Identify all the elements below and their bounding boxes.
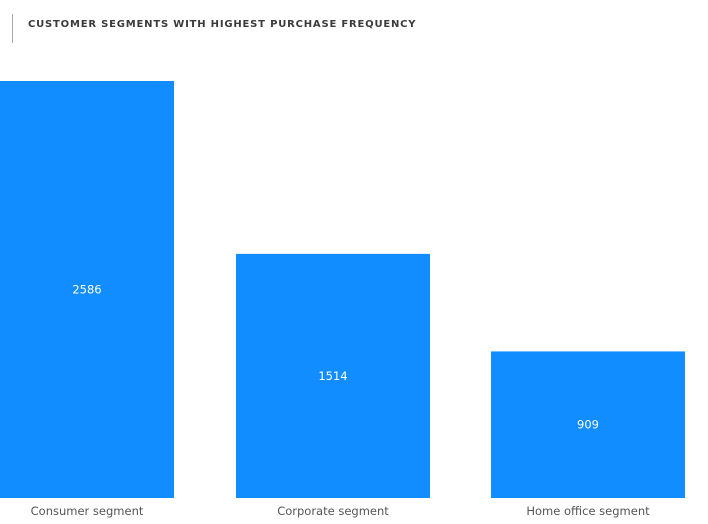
data-label: 909 bbox=[577, 418, 599, 432]
bar-corporate-segment[interactable] bbox=[236, 253, 430, 498]
title-accent-bar bbox=[12, 14, 13, 43]
data-label: 2586 bbox=[72, 283, 101, 297]
category-label: Home office segment bbox=[526, 504, 650, 518]
category-label: Consumer segment bbox=[31, 504, 144, 518]
bar-consumer-segment[interactable] bbox=[0, 81, 174, 498]
data-label: 1514 bbox=[318, 369, 347, 383]
category-label: Corporate segment bbox=[277, 504, 389, 518]
chart-title: CUSTOMER SEGMENTS WITH HIGHEST PURCHASE … bbox=[28, 19, 417, 30]
bar-home-office-segment[interactable] bbox=[491, 351, 685, 498]
